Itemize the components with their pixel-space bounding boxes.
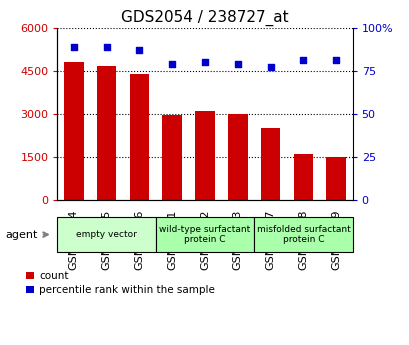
Point xyxy=(169,61,175,67)
Point xyxy=(103,44,110,49)
Bar xyxy=(326,157,345,200)
Point xyxy=(267,65,273,70)
Bar xyxy=(162,115,182,200)
Bar xyxy=(260,128,280,200)
Point xyxy=(234,61,240,67)
Point xyxy=(332,58,339,63)
Point xyxy=(201,59,208,65)
Point xyxy=(299,58,306,63)
Bar xyxy=(97,66,116,200)
Bar xyxy=(129,73,149,200)
Bar xyxy=(293,154,312,200)
Point xyxy=(136,47,142,53)
Legend: count, percentile rank within the sample: count, percentile rank within the sample xyxy=(26,271,215,295)
Bar xyxy=(64,62,83,200)
Bar xyxy=(227,114,247,200)
Bar xyxy=(195,111,214,200)
Bar xyxy=(155,217,254,252)
Text: wild-type surfactant
protein C: wild-type surfactant protein C xyxy=(159,225,250,244)
Bar xyxy=(57,217,155,252)
Text: empty vector: empty vector xyxy=(76,230,137,239)
Title: GDS2054 / 238727_at: GDS2054 / 238727_at xyxy=(121,10,288,26)
Point xyxy=(70,44,77,49)
Bar xyxy=(254,217,352,252)
Text: agent: agent xyxy=(6,230,47,239)
Text: misfolded surfactant
protein C: misfolded surfactant protein C xyxy=(256,225,349,244)
